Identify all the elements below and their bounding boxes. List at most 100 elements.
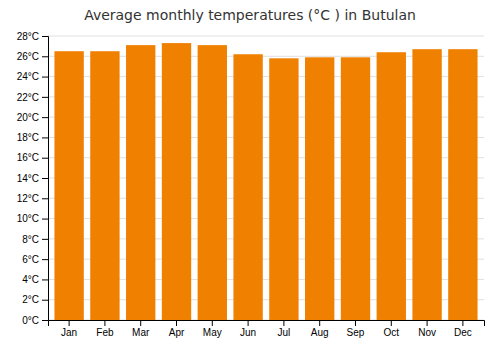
y-tick: 20°C [17, 112, 48, 123]
x-tick-mark [140, 320, 141, 326]
x-tick: Sep [347, 320, 365, 338]
x-tick: Dec [454, 320, 472, 338]
x-tick: May [203, 320, 222, 338]
y-tick-mark [42, 239, 48, 240]
x-axis: Jan Feb Mar Apr May Jun Jul Aug Sep Oct Nov Dec [49, 320, 485, 338]
x-tick-mark [176, 320, 177, 326]
x-tick-label: Aug [311, 327, 329, 338]
y-tick-label: 28°C [17, 31, 39, 42]
x-tick: Oct [384, 320, 400, 338]
bar [126, 45, 155, 320]
y-tick: 16°C [17, 152, 48, 163]
x-tick-mark [355, 320, 356, 326]
x-tick: Feb [96, 320, 114, 338]
x-tick-label: Sep [347, 327, 365, 338]
plot: 0°C 2°C 4°C 6°C 8°C 10°C 12°C 14°C 16°C 18°C 20°C 2… [17, 31, 485, 338]
x-tick-mark [212, 320, 213, 326]
y-tick-label: 22°C [17, 92, 39, 103]
y-tick-label: 16°C [17, 152, 39, 163]
y-tick-mark [42, 198, 48, 199]
x-tick-mark [69, 320, 70, 326]
y-tick-mark [42, 178, 48, 179]
y-tick-label: 8°C [22, 234, 39, 245]
y-tick-label: 0°C [22, 315, 39, 326]
x-tick: Nov [418, 320, 436, 338]
bar [377, 52, 406, 320]
y-tick: 22°C [17, 92, 48, 103]
y-tick: 10°C [17, 213, 48, 224]
y-tick-label: 12°C [17, 193, 39, 204]
y-tick-mark [42, 300, 48, 301]
y-tick-label: 20°C [17, 112, 39, 123]
bar [198, 45, 227, 320]
x-tick-label: Jan [61, 327, 77, 338]
y-tick: 0°C [22, 315, 48, 326]
y-tick-label: 24°C [17, 71, 39, 82]
x-tick-mark [319, 320, 320, 326]
title: Average monthly temperatures (°C ) in Bu… [84, 7, 416, 23]
x-tick-label: Jul [277, 327, 290, 338]
x-tick-label: Jun [240, 327, 256, 338]
grid-line [48, 36, 484, 37]
y-tick: 12°C [17, 193, 48, 204]
y-tick: 26°C [17, 51, 48, 62]
bar [233, 54, 262, 320]
x-tick-label: Apr [169, 327, 185, 338]
y-tick-mark [42, 77, 48, 78]
y-tick-label: 14°C [17, 173, 39, 184]
y-tick-mark [42, 117, 48, 118]
bar [90, 51, 119, 320]
x-axis-line [49, 321, 485, 327]
x-tick-mark [462, 320, 463, 326]
y-tick: 24°C [17, 71, 48, 82]
y-tick-mark [42, 36, 48, 37]
y-tick: 8°C [22, 234, 48, 245]
y-tick-label: 10°C [17, 213, 39, 224]
x-tick-mark [248, 320, 249, 326]
y-tick-mark [42, 97, 48, 98]
y-tick: 14°C [17, 173, 48, 184]
y-tick-label: 2°C [22, 294, 39, 305]
bar [341, 57, 370, 320]
bar [54, 51, 83, 320]
y-tick-mark [42, 137, 48, 138]
y-tick-label: 26°C [17, 51, 39, 62]
y-tick-label: 6°C [22, 254, 39, 265]
x-tick: Jul [277, 320, 290, 338]
y-axis: 0°C 2°C 4°C 6°C 8°C 10°C 12°C 14°C 16°C 18°C 20°C 2… [17, 31, 49, 326]
bar [448, 49, 477, 320]
bar [162, 43, 191, 320]
x-tick-label: May [203, 327, 222, 338]
bar [269, 58, 298, 320]
grid [48, 36, 484, 320]
y-tick: 28°C [17, 31, 48, 42]
x-tick-label: Mar [132, 327, 150, 338]
x-tick: Jan [61, 320, 77, 338]
x-tick-label: Dec [454, 327, 472, 338]
y-tick: 6°C [22, 254, 48, 265]
x-tick: Jun [240, 320, 256, 338]
y-tick: 18°C [17, 132, 48, 143]
y-tick-mark [42, 158, 48, 159]
x-tick-mark [391, 320, 392, 326]
x-tick-mark [283, 320, 284, 326]
y-tick: 4°C [22, 274, 48, 285]
y-axis-line [42, 37, 49, 321]
bar [412, 49, 441, 320]
x-tick-label: Feb [96, 327, 114, 338]
y-tick-label: 18°C [17, 132, 39, 143]
bars [54, 43, 477, 320]
chart: Average monthly temperatures (°C ) in Bu… [0, 0, 500, 350]
x-tick-mark [104, 320, 105, 326]
x-tick: Apr [169, 320, 185, 338]
y-tick-mark [42, 279, 48, 280]
bar [305, 57, 334, 320]
x-tick: Mar [132, 320, 150, 338]
x-tick-mark [427, 320, 428, 326]
x-tick-label: Oct [384, 327, 400, 338]
x-tick: Aug [311, 320, 329, 338]
y-tick-mark [42, 56, 48, 57]
y-tick-mark [42, 219, 48, 220]
y-tick-label: 4°C [22, 274, 39, 285]
y-tick-mark [42, 259, 48, 260]
